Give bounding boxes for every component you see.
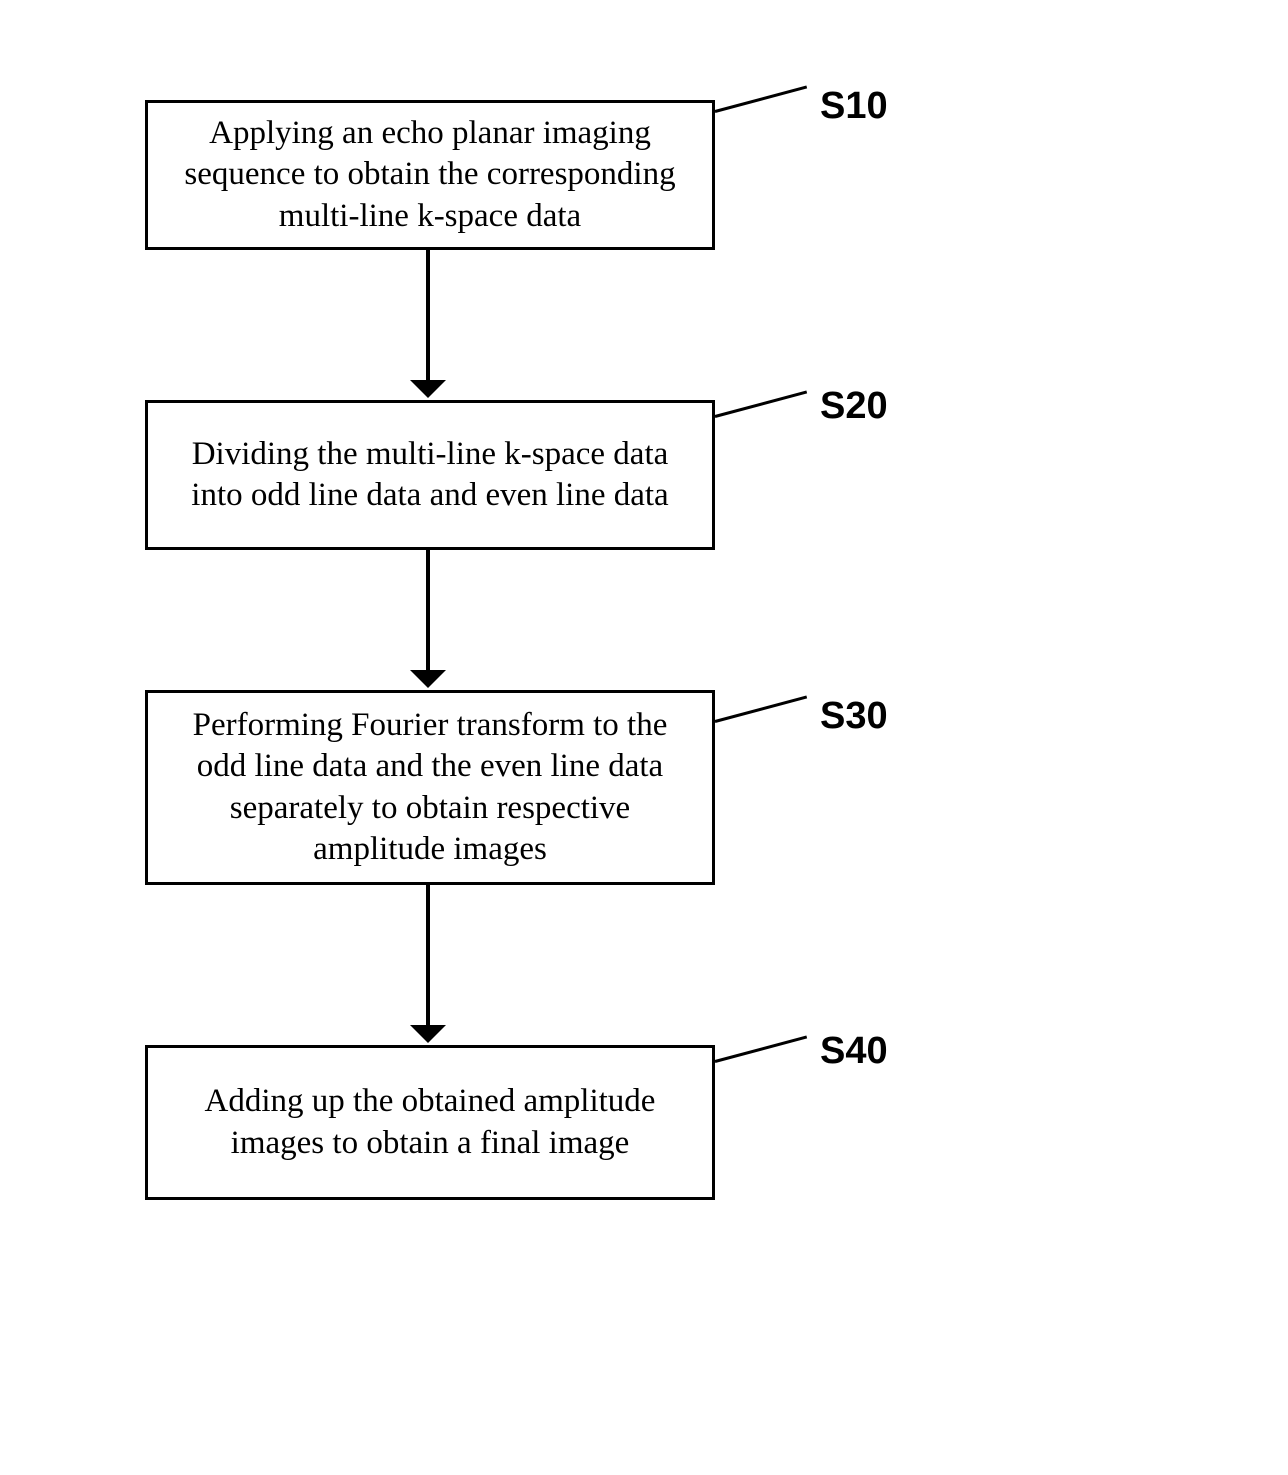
callout-line-s10 xyxy=(715,85,808,112)
arrow-head-s30-s40 xyxy=(410,1025,446,1043)
step-label-s40: S40 xyxy=(820,1030,888,1073)
arrow-head-s20-s30 xyxy=(410,670,446,688)
callout-line-s40 xyxy=(715,1035,808,1062)
arrow-s30-s40 xyxy=(426,885,430,1025)
arrow-head-s10-s20 xyxy=(410,380,446,398)
step-label-s10: S10 xyxy=(820,85,888,128)
step-label-s20: S20 xyxy=(820,385,888,428)
arrow-s20-s30 xyxy=(426,550,430,670)
step-label-s30: S30 xyxy=(820,695,888,738)
flowchart-canvas: Applying an echo planar imaging sequence… xyxy=(0,0,1288,1475)
callout-line-s20 xyxy=(715,390,808,417)
arrow-s10-s20 xyxy=(426,250,430,380)
step-box-s40: Adding up the obtained amplitude images … xyxy=(145,1045,715,1200)
step-box-s10: Applying an echo planar imaging sequence… xyxy=(145,100,715,250)
step-box-s30: Performing Fourier transform to the odd … xyxy=(145,690,715,885)
callout-line-s30 xyxy=(715,695,808,722)
step-box-s20: Dividing the multi-line k-space data int… xyxy=(145,400,715,550)
